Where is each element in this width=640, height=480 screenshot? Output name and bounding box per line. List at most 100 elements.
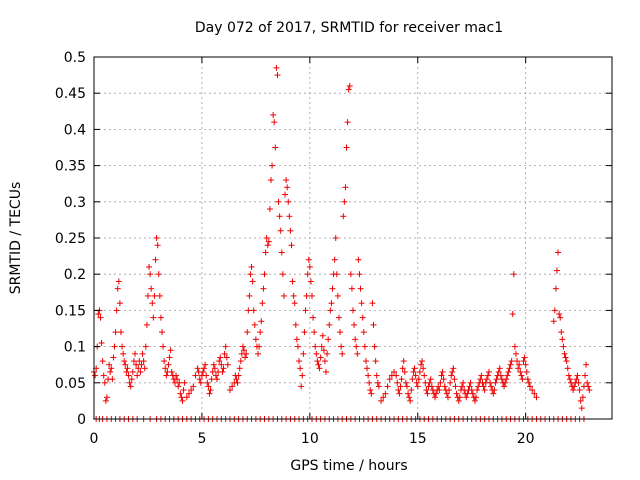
data-point bbox=[359, 314, 366, 321]
data-point bbox=[582, 372, 589, 379]
y-tick-label: 0.05 bbox=[55, 376, 86, 392]
data-point bbox=[144, 292, 151, 299]
data-point bbox=[508, 358, 515, 365]
data-point bbox=[109, 376, 116, 383]
data-point bbox=[555, 249, 562, 256]
data-point bbox=[275, 198, 282, 205]
data-point bbox=[282, 191, 289, 198]
data-point bbox=[571, 383, 578, 390]
data-point bbox=[303, 292, 310, 299]
data-point bbox=[435, 383, 442, 390]
data-point bbox=[108, 365, 115, 372]
data-point bbox=[575, 379, 582, 386]
data-point bbox=[283, 177, 290, 184]
data-point bbox=[152, 256, 159, 263]
data-point bbox=[509, 311, 516, 318]
data-point bbox=[167, 347, 174, 354]
data-point bbox=[373, 372, 380, 379]
data-point bbox=[299, 372, 306, 379]
data-point bbox=[480, 383, 487, 390]
data-point bbox=[469, 390, 476, 397]
data-point bbox=[212, 372, 219, 379]
data-point bbox=[250, 307, 257, 314]
data-point bbox=[333, 271, 340, 278]
data-point bbox=[224, 361, 231, 368]
data-point bbox=[130, 358, 137, 365]
data-point bbox=[242, 354, 249, 361]
data-point bbox=[493, 376, 500, 383]
data-points bbox=[91, 64, 593, 422]
data-point bbox=[266, 206, 273, 213]
data-point bbox=[174, 376, 181, 383]
data-point bbox=[558, 329, 565, 336]
data-point bbox=[411, 365, 418, 372]
data-point bbox=[288, 242, 295, 249]
data-point bbox=[551, 307, 558, 314]
data-point bbox=[511, 343, 518, 350]
data-point bbox=[380, 394, 387, 401]
data-point bbox=[122, 361, 129, 368]
data-point bbox=[353, 343, 360, 350]
data-point bbox=[512, 350, 519, 357]
data-point bbox=[343, 144, 350, 151]
data-point bbox=[179, 397, 186, 404]
data-point bbox=[300, 350, 307, 357]
data-point bbox=[320, 347, 327, 354]
data-point bbox=[99, 358, 106, 365]
data-point bbox=[485, 368, 492, 375]
data-point bbox=[272, 144, 279, 151]
data-point bbox=[563, 358, 570, 365]
data-point bbox=[279, 271, 286, 278]
data-point bbox=[141, 365, 148, 372]
data-point bbox=[368, 390, 375, 397]
data-point bbox=[267, 177, 274, 184]
data-point bbox=[222, 343, 229, 350]
data-point bbox=[269, 162, 276, 169]
data-point bbox=[452, 383, 459, 390]
data-point bbox=[305, 256, 312, 263]
data-point bbox=[464, 390, 471, 397]
data-point bbox=[525, 379, 532, 386]
data-point bbox=[345, 86, 352, 93]
data-point bbox=[158, 329, 165, 336]
data-point bbox=[98, 339, 105, 346]
data-point bbox=[134, 372, 141, 379]
data-point bbox=[321, 358, 328, 365]
y-tick-label: 0.45 bbox=[55, 86, 86, 102]
data-point bbox=[298, 383, 305, 390]
data-point bbox=[285, 198, 292, 205]
data-point bbox=[561, 350, 568, 357]
data-point bbox=[348, 285, 355, 292]
data-point bbox=[440, 376, 447, 383]
data-point bbox=[507, 361, 514, 368]
data-point bbox=[251, 321, 258, 328]
data-point bbox=[124, 365, 131, 372]
data-point bbox=[280, 292, 287, 299]
data-point bbox=[146, 263, 153, 270]
data-point bbox=[95, 311, 102, 318]
data-point bbox=[209, 368, 216, 375]
data-point bbox=[574, 372, 581, 379]
data-point bbox=[256, 343, 263, 350]
data-point bbox=[471, 397, 478, 404]
data-point bbox=[271, 119, 278, 126]
data-point bbox=[451, 376, 458, 383]
data-point bbox=[129, 368, 136, 375]
data-point bbox=[412, 372, 419, 379]
data-point bbox=[277, 227, 284, 234]
data-point bbox=[352, 336, 359, 343]
data-point bbox=[428, 383, 435, 390]
data-point bbox=[101, 379, 108, 386]
data-point bbox=[337, 329, 344, 336]
data-point bbox=[456, 394, 463, 401]
data-point bbox=[229, 383, 236, 390]
data-point bbox=[560, 343, 567, 350]
data-point bbox=[133, 361, 140, 368]
x-tick-label: 10 bbox=[301, 431, 319, 447]
data-point bbox=[364, 365, 371, 372]
data-point bbox=[415, 376, 422, 383]
data-point bbox=[233, 376, 240, 383]
data-point bbox=[162, 365, 169, 372]
data-point bbox=[327, 307, 334, 314]
data-point bbox=[286, 213, 293, 220]
